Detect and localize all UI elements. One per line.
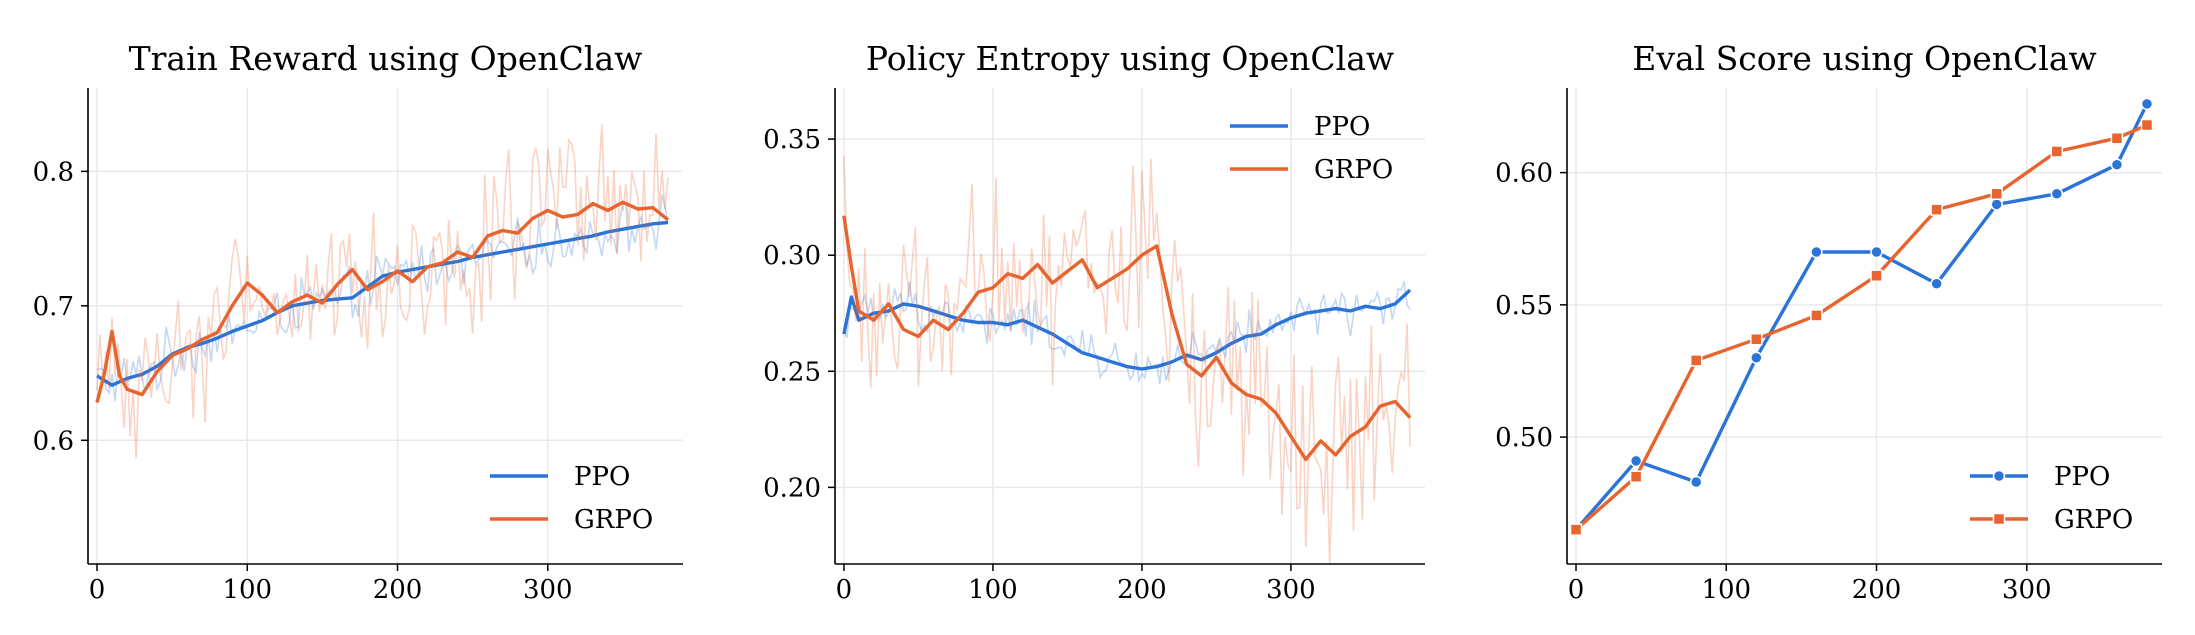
legend-label-ppo: PPO: [2054, 462, 2110, 492]
data-point-ppo: [1750, 351, 1763, 364]
legend-label-ppo: PPO: [574, 462, 630, 492]
chart-panel-1: 0 100 200 300 0.6 0.7 0.8 Train Reward using Op…: [33, 39, 683, 605]
y-tick-label: 0.30: [763, 241, 821, 271]
x-tick-label: 300: [523, 575, 573, 605]
data-point-ppo: [2110, 158, 2124, 171]
legend-marker-ppo: [1992, 469, 2006, 483]
data-point-ppo: [2140, 97, 2154, 111]
legend-label-grpo: GRPO: [2054, 505, 2133, 535]
chart-title: Eval Score using OpenClaw: [1632, 39, 2097, 78]
x-tick-label: 100: [968, 575, 1018, 605]
chart-panel-2: 0 100 200 300 0.20 0.25 0.30 0.35 Policy Entropy…: [763, 39, 1425, 605]
data-point-ppo: [2050, 187, 2064, 201]
y-tick-label: 0.7: [33, 292, 74, 322]
data-point-grpo: [1629, 470, 1643, 483]
y-tick-label: 0.6: [33, 426, 74, 456]
data-point-grpo: [1990, 187, 2003, 201]
y-tick-label: 0.50: [1495, 423, 1553, 453]
x-tick-label: 300: [2002, 575, 2052, 605]
chart-title: Policy Entropy using OpenClaw: [866, 39, 1394, 78]
x-tick-label: 200: [1117, 575, 1167, 605]
legend-marker-grpo: [1992, 512, 2006, 526]
legend-label-ppo: PPO: [1314, 112, 1370, 142]
y-tick-label: 0.35: [763, 125, 821, 155]
x-tick-label: 0: [1568, 575, 1585, 605]
x-tick-label: 200: [373, 575, 423, 605]
y-tick-label: 0.55: [1495, 291, 1553, 321]
legend-label-grpo: GRPO: [1314, 155, 1393, 185]
data-point-grpo: [2110, 131, 2124, 145]
series-line-grpo: [842, 215, 1412, 462]
series-line-ppo: [842, 288, 1412, 371]
y-tick-label: 0.8: [33, 157, 74, 187]
y-tick-label: 0.60: [1495, 159, 1553, 189]
series-raw-grpo: [96, 124, 669, 459]
x-tick-label: 0: [836, 575, 853, 605]
y-tick-label: 0.25: [763, 357, 821, 387]
data-point-grpo: [1870, 269, 1883, 283]
chart-title: Train Reward using OpenClaw: [129, 39, 643, 78]
data-point-grpo: [1930, 203, 1943, 216]
x-tick-label: 200: [1852, 575, 1902, 605]
data-point-grpo: [1750, 332, 1763, 346]
data-point-grpo: [1810, 309, 1823, 322]
x-tick-label: 300: [1266, 575, 1316, 605]
x-tick-label: 100: [1701, 575, 1751, 605]
legend: PPO GRPO: [490, 462, 653, 535]
data-point-grpo: [1569, 523, 1583, 536]
y-tick-label: 0.20: [763, 473, 821, 503]
legend-label-grpo: GRPO: [574, 505, 653, 535]
data-point-ppo: [1689, 475, 1703, 489]
data-point-ppo: [1629, 454, 1643, 468]
x-tick-label: 100: [222, 575, 272, 605]
chart-panel-3: 0 100 200 300 0.50 0.55 0.60 Eval Score using O…: [1495, 39, 2162, 605]
x-tick-label: 0: [89, 575, 106, 605]
data-point-ppo: [1990, 198, 2003, 211]
legend: PPO GRPO: [1230, 112, 1393, 185]
data-point-grpo: [1689, 354, 1703, 367]
data-point-grpo: [2050, 145, 2064, 158]
legend: PPO GRPO: [1970, 462, 2133, 535]
data-point-grpo: [2140, 118, 2154, 132]
data-point-ppo: [1870, 245, 1883, 259]
series-line-grpo: [95, 200, 670, 404]
series-raw-grpo: [843, 155, 1411, 565]
data-point-ppo: [1930, 277, 1943, 290]
data-point-ppo: [1810, 245, 1823, 259]
